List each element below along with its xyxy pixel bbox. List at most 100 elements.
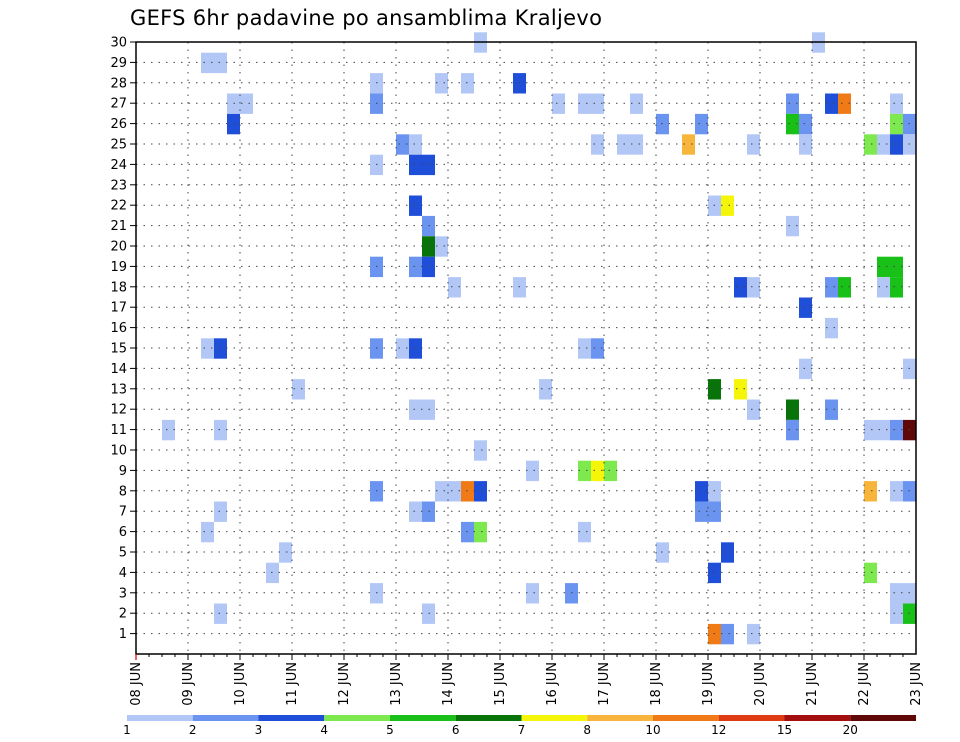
chart-title: GEFS 6hr padavine po ansamblima Kraljevo (130, 6, 603, 30)
heatmap-cells (162, 32, 916, 645)
heatmap-cell (370, 256, 383, 278)
heatmap-cell (214, 603, 227, 624)
x-tick-label: 23 JUN (909, 662, 924, 706)
colorbar-swatch (390, 715, 456, 721)
colorbar-swatch (324, 715, 390, 721)
heatmap-cell (786, 215, 799, 237)
heatmap-cell (890, 583, 903, 604)
heatmap-cell (279, 542, 292, 563)
heatmap-cell (890, 113, 903, 135)
x-tick-label: 19 JUN (701, 662, 716, 706)
colorbar-swatch (784, 715, 851, 721)
x-tick-label: 16 JUN (545, 662, 560, 706)
heatmap-cell (448, 481, 461, 502)
x-tick-label: 09 JUN (181, 662, 196, 706)
y-tick-label: 20 (110, 240, 127, 255)
heatmap-cell (526, 460, 539, 482)
colorbar-label: 5 (386, 723, 394, 737)
heatmap-cell (201, 521, 214, 543)
heatmap-cell (578, 93, 591, 114)
colorbar-label: 7 (518, 723, 526, 737)
y-tick-label: 21 (110, 219, 127, 234)
heatmap-cell (786, 113, 799, 135)
heatmap-cell (292, 379, 305, 400)
y-tick-label: 4 (119, 566, 127, 581)
x-tick-label: 08 JUN (129, 662, 144, 706)
colorbar-label: 15 (777, 723, 792, 737)
colorbar-label: 12 (711, 723, 726, 737)
y-tick-label: 28 (110, 76, 127, 91)
colorbar-label: 10 (645, 723, 660, 737)
x-tick-label: 12 JUN (337, 662, 352, 706)
heatmap-cell (578, 521, 591, 543)
x-tick-label: 22 JUN (857, 662, 872, 706)
heatmap-cell (890, 134, 903, 155)
y-tick-label: 29 (110, 56, 127, 71)
heatmap-cell (903, 358, 916, 380)
y-tick-label: 5 (119, 546, 127, 561)
y-tick-label: 22 (110, 199, 127, 214)
heatmap-cell (448, 277, 461, 298)
x-tick-label: 21 JUN (805, 662, 820, 706)
x-axis: 08 JUN 09 JUN 10 JUN 11 JUN 12 JUN 13 JUN 14 J… (129, 654, 924, 706)
heatmap-cell (799, 297, 812, 318)
colorbar-label: 1 (123, 723, 131, 737)
heatmap-cell (656, 113, 669, 135)
colorbar-swatch (653, 715, 719, 721)
heatmap-cell (695, 501, 708, 522)
heatmap-cell (721, 195, 734, 216)
heatmap-cell (435, 236, 448, 257)
heatmap-cell (214, 52, 227, 74)
colorbar-swatch (127, 715, 193, 721)
heatmap-cell (474, 481, 487, 502)
heatmap-cell (409, 154, 422, 176)
heatmap-cell (591, 93, 604, 114)
heatmap-cell (747, 277, 760, 298)
heatmap-cell (903, 113, 916, 135)
heatmap-cell (435, 481, 448, 502)
heatmap-cell (890, 256, 903, 278)
heatmap-cell (734, 277, 747, 298)
heatmap-cell (474, 440, 487, 461)
heatmap-cell (422, 256, 435, 278)
x-tick-label: 18 JUN (649, 662, 664, 706)
x-tick-label: 17 JUN (597, 662, 612, 706)
colorbar-swatch (587, 715, 653, 721)
x-tick-label: 14 JUN (441, 662, 456, 706)
heatmap-cell (409, 501, 422, 522)
heatmap-cell (786, 419, 799, 441)
heatmap-cell (864, 134, 877, 155)
heatmap-cell (825, 277, 838, 298)
heatmap-cell (838, 93, 851, 114)
heatmap-cell (214, 501, 227, 522)
heatmap-cell (747, 134, 760, 155)
heatmap-cell (435, 73, 448, 94)
colorbar: 1 2 3 4 5 6 7 8 10 12 15 20 (123, 715, 916, 737)
y-tick-label: 30 (110, 36, 127, 51)
heatmap-cell (799, 113, 812, 135)
colorbar-swatch (455, 715, 522, 721)
heatmap-cell (890, 277, 903, 298)
heatmap-cell (825, 317, 838, 339)
heatmap-cell (578, 338, 591, 359)
heatmap-cell (474, 521, 487, 543)
x-tick-label: 10 JUN (233, 662, 248, 706)
heatmap-cell (890, 603, 903, 624)
heatmap-cell (799, 134, 812, 155)
y-tick-label: 11 (110, 423, 127, 438)
heatmap-cell (591, 338, 604, 359)
heatmap-cell (786, 93, 799, 114)
y-tick-label: 24 (110, 158, 127, 173)
y-tick-label: 13 (110, 382, 127, 397)
colorbar-swatch (850, 715, 916, 721)
y-tick-label: 16 (110, 321, 127, 336)
y-tick-label: 8 (119, 484, 127, 499)
y-tick-label: 18 (110, 280, 127, 295)
heatmap-cell (539, 379, 552, 400)
heatmap-cell (890, 419, 903, 441)
y-tick-label: 12 (110, 403, 127, 418)
heatmap-cell (578, 460, 591, 482)
colorbar-label: 20 (843, 723, 858, 737)
heatmap-cell (864, 562, 877, 584)
heatmap-cell (838, 277, 851, 298)
